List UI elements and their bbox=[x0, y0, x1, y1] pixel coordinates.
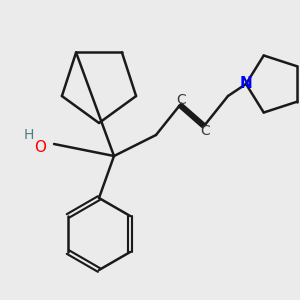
Text: C: C bbox=[177, 93, 186, 106]
Text: N: N bbox=[240, 76, 252, 92]
Text: O: O bbox=[34, 140, 46, 154]
Text: H: H bbox=[23, 128, 34, 142]
Text: C: C bbox=[201, 124, 210, 137]
